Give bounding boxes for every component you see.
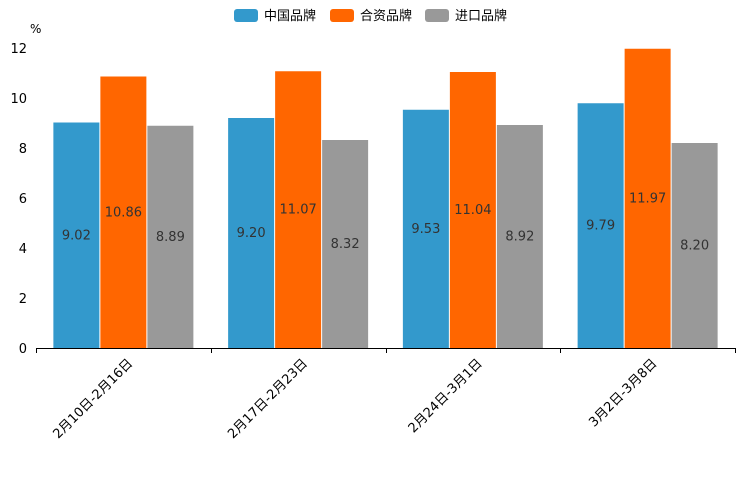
data-label-2-2: 11.07 [280, 203, 317, 218]
legend-swatch-1[interactable] [234, 9, 258, 22]
data-label-3-3: 8.92 [505, 230, 534, 245]
x-tick-label-2: 2月17日-2月23日 [225, 356, 311, 442]
data-label-1-3: 9.53 [411, 222, 440, 237]
bars [53, 48, 718, 349]
bar-3-4[interactable] [671, 143, 718, 348]
legend-label-3: 进口品牌 [455, 8, 507, 24]
bar-1-1[interactable] [53, 122, 100, 349]
y-tick-label-12: 12 [10, 42, 27, 57]
bar-3-3[interactable] [496, 125, 543, 348]
legend: 中国品牌 合资品牌 进口品牌 [234, 8, 507, 24]
bar-2-1[interactable] [100, 76, 147, 349]
data-label-3-2: 8.32 [331, 237, 360, 252]
y-tick-label-4: 4 [19, 242, 27, 257]
bar-1-2[interactable] [228, 118, 275, 348]
bar-1-4[interactable] [577, 103, 624, 348]
data-label-3-4: 8.20 [680, 239, 709, 254]
data-label-2-3: 11.04 [454, 203, 491, 218]
bar-2-4[interactable] [624, 48, 671, 348]
data-label-2-1: 10.86 [105, 205, 142, 220]
y-axis: 0 2 4 6 8 10 12 [10, 42, 27, 357]
x-tick-label-3: 2月24日-3月1日 [406, 356, 486, 436]
y-tick-label-0: 0 [19, 342, 27, 357]
x-tick-label-1: 2月10日-2月16日 [50, 356, 136, 442]
x-axis: 2月10日-2月16日 2月17日-2月23日 2月24日-3月1日 3月2日-3月8… [36, 348, 736, 442]
legend-swatch-3[interactable] [425, 9, 449, 22]
legend-swatch-2[interactable] [330, 9, 354, 22]
y-tick-label-6: 6 [19, 192, 27, 207]
bar-1-3[interactable] [402, 109, 449, 348]
data-label-1-1: 9.02 [62, 228, 91, 243]
bar-2-2[interactable] [275, 71, 322, 348]
legend-label-1: 中国品牌 [264, 8, 316, 24]
data-labels: 9.02 10.86 8.89 9.20 11.07 8.32 9.53 11.04 8.92 9… [62, 191, 709, 253]
y-tick-label-2: 2 [19, 292, 27, 307]
bar-2-3[interactable] [449, 72, 496, 348]
data-label-2-4: 11.97 [629, 191, 666, 206]
y-tick-label-8: 8 [19, 142, 27, 157]
data-label-1-2: 9.20 [237, 226, 266, 241]
data-label-3-1: 8.89 [156, 230, 185, 245]
legend-label-2: 合资品牌 [360, 8, 412, 24]
data-label-1-4: 9.79 [586, 219, 615, 234]
x-tick-label-4: 3月2日-3月8日 [586, 356, 660, 430]
y-axis-unit-label: % [30, 22, 41, 36]
bar-3-2[interactable] [322, 140, 369, 348]
bar-3-1[interactable] [147, 125, 194, 348]
y-tick-label-10: 10 [10, 92, 27, 107]
